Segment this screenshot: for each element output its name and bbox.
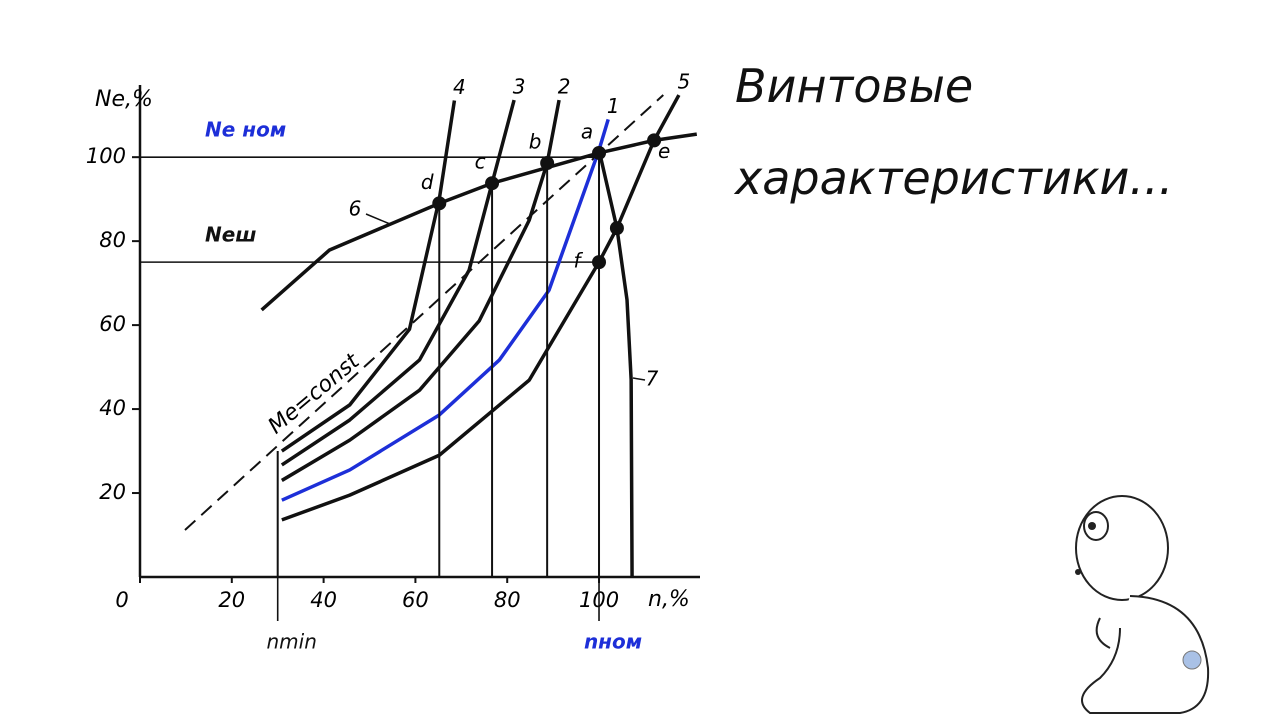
y-tick-label: 100 bbox=[86, 144, 126, 168]
leader-line bbox=[365, 213, 391, 225]
curve-label: 7 bbox=[646, 367, 659, 391]
curve-label: 5 bbox=[678, 70, 691, 94]
curve bbox=[281, 94, 681, 522]
x-axis-label: n,% bbox=[648, 587, 690, 612]
curve bbox=[281, 118, 610, 502]
point-label: a bbox=[581, 119, 593, 143]
x-tick-label: 0 bbox=[115, 588, 128, 612]
v-reference-label: nном bbox=[584, 630, 642, 654]
point-label: c bbox=[475, 150, 486, 174]
point bbox=[540, 156, 555, 171]
point-label: b bbox=[529, 130, 542, 154]
point bbox=[592, 255, 607, 270]
curve bbox=[280, 99, 516, 467]
x-tick-label: 80 bbox=[494, 588, 521, 612]
curve-label: 2 bbox=[558, 75, 571, 99]
slide-title: Винтовые характеристики... bbox=[735, 59, 1174, 205]
point-label: d bbox=[421, 170, 434, 194]
point-label: f bbox=[573, 249, 583, 273]
y-axis-label: Ne,% bbox=[95, 87, 153, 112]
point bbox=[609, 221, 624, 236]
curve-label: 1 bbox=[607, 94, 620, 118]
x-tick-label: 60 bbox=[402, 588, 429, 612]
curve-label: 6 bbox=[349, 197, 362, 221]
y-tick-label: 20 bbox=[99, 480, 126, 504]
point bbox=[432, 196, 447, 211]
v-reference-label: nmin bbox=[267, 630, 317, 654]
curve bbox=[280, 100, 457, 453]
point bbox=[485, 176, 500, 191]
point bbox=[592, 145, 607, 160]
point bbox=[647, 133, 662, 148]
y-tick-label: 80 bbox=[99, 228, 126, 252]
y-tick-label: 40 bbox=[99, 396, 126, 420]
h-reference-label: Neш bbox=[205, 223, 257, 247]
me-const-line bbox=[184, 94, 664, 531]
x-tick-label: 40 bbox=[310, 588, 337, 612]
leader-line bbox=[632, 377, 646, 381]
mascot bbox=[1075, 495, 1210, 714]
x-tick-label: 20 bbox=[218, 588, 245, 612]
curve-label: 3 bbox=[513, 75, 526, 99]
y-tick-label: 60 bbox=[99, 312, 126, 336]
curve-label: 4 bbox=[453, 75, 466, 99]
h-reference-label: Ne ном bbox=[205, 118, 286, 142]
curve bbox=[597, 149, 634, 578]
point-label: e bbox=[658, 139, 670, 163]
me-const-label: Me=const bbox=[264, 348, 366, 439]
